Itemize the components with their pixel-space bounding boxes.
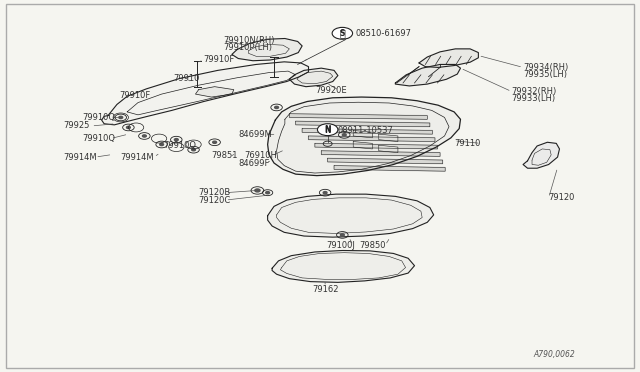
Polygon shape xyxy=(268,194,434,237)
Polygon shape xyxy=(328,158,443,164)
Circle shape xyxy=(342,134,346,136)
Polygon shape xyxy=(302,129,433,134)
Text: 79910F: 79910F xyxy=(204,55,235,64)
Circle shape xyxy=(174,138,178,141)
Text: 79914M: 79914M xyxy=(121,153,154,161)
Polygon shape xyxy=(232,38,302,61)
Polygon shape xyxy=(272,250,415,282)
Text: 79914M: 79914M xyxy=(63,153,97,161)
Polygon shape xyxy=(379,145,398,153)
Circle shape xyxy=(255,189,260,192)
Text: 84699F: 84699F xyxy=(238,158,269,167)
Polygon shape xyxy=(353,131,372,138)
Text: A790,0062: A790,0062 xyxy=(534,350,575,359)
Text: 08510-61697: 08510-61697 xyxy=(355,29,411,38)
Polygon shape xyxy=(268,97,461,176)
Text: 79920E: 79920E xyxy=(315,86,346,95)
Text: 79162: 79162 xyxy=(312,285,339,294)
Text: 79910P(LH): 79910P(LH) xyxy=(223,42,272,51)
Circle shape xyxy=(160,143,164,145)
Circle shape xyxy=(317,124,338,136)
Text: 79850: 79850 xyxy=(360,241,386,250)
Circle shape xyxy=(212,141,216,143)
Polygon shape xyxy=(523,142,559,168)
Circle shape xyxy=(127,126,131,129)
Text: 79120C: 79120C xyxy=(198,196,231,205)
Polygon shape xyxy=(289,114,428,119)
Text: 79120B: 79120B xyxy=(198,188,231,197)
Circle shape xyxy=(266,192,269,194)
Circle shape xyxy=(275,106,278,109)
Text: 79100J: 79100J xyxy=(326,241,355,250)
Text: 79910Q: 79910Q xyxy=(164,141,196,151)
Polygon shape xyxy=(296,121,430,127)
Text: 79851: 79851 xyxy=(211,151,238,160)
Text: Ⓢ: Ⓢ xyxy=(340,28,346,38)
Text: 79910: 79910 xyxy=(173,74,200,83)
Text: 79910Q: 79910Q xyxy=(83,113,115,122)
Polygon shape xyxy=(102,62,308,125)
Circle shape xyxy=(323,192,327,194)
Circle shape xyxy=(340,234,344,236)
Text: N: N xyxy=(324,125,331,134)
Polygon shape xyxy=(195,87,234,97)
Text: 79935(LH): 79935(LH) xyxy=(523,70,567,79)
Text: N: N xyxy=(324,126,331,135)
Text: 79932(RH): 79932(RH) xyxy=(511,87,557,96)
Text: 79120: 79120 xyxy=(548,193,575,202)
Polygon shape xyxy=(379,134,398,141)
Circle shape xyxy=(191,148,195,151)
Polygon shape xyxy=(419,49,478,67)
Polygon shape xyxy=(308,136,435,141)
Polygon shape xyxy=(289,68,338,87)
Polygon shape xyxy=(396,64,461,86)
Text: 79910Q: 79910Q xyxy=(83,134,115,143)
Text: 79910N(RH): 79910N(RH) xyxy=(223,36,275,45)
Text: 84699M: 84699M xyxy=(238,130,272,140)
FancyBboxPatch shape xyxy=(6,4,634,368)
Polygon shape xyxy=(315,143,438,149)
Text: S: S xyxy=(340,29,345,38)
Polygon shape xyxy=(321,151,440,156)
Text: 79934(RH): 79934(RH) xyxy=(523,63,568,72)
Text: 08911-10537: 08911-10537 xyxy=(338,126,394,135)
Circle shape xyxy=(143,135,147,137)
Circle shape xyxy=(332,28,353,39)
Circle shape xyxy=(119,116,123,119)
Text: 79933(LH): 79933(LH) xyxy=(511,94,556,103)
Polygon shape xyxy=(353,141,372,149)
Text: 79910F: 79910F xyxy=(119,91,150,100)
Text: 79925: 79925 xyxy=(63,122,90,131)
Polygon shape xyxy=(334,166,445,171)
Text: 76910H: 76910H xyxy=(244,151,278,160)
Text: 79110: 79110 xyxy=(454,139,481,148)
